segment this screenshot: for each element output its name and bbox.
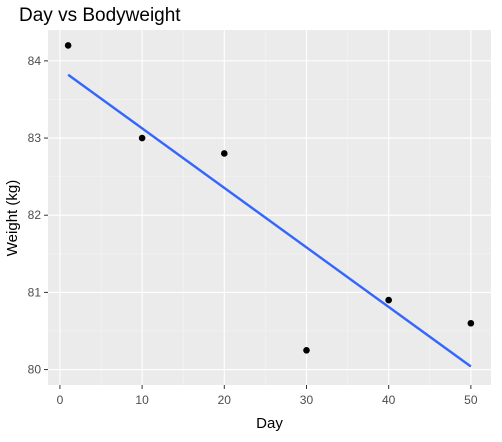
y-tick-label: 80 bbox=[28, 363, 42, 377]
chart-title: Day vs Bodyweight bbox=[19, 5, 181, 26]
data-point bbox=[64, 42, 72, 49]
x-tick-label: 30 bbox=[300, 393, 314, 407]
trend-layer bbox=[67, 73, 472, 368]
y-axis-title: Weight (kg) bbox=[4, 180, 21, 256]
y-axis: 80 81 82 83 84 bbox=[28, 54, 48, 377]
major-gridlines bbox=[48, 30, 491, 385]
x-tick-label: 10 bbox=[135, 393, 149, 407]
data-point bbox=[385, 296, 392, 304]
x-tick-label: 50 bbox=[464, 393, 478, 407]
y-tick-label: 83 bbox=[28, 131, 42, 145]
trend-line bbox=[67, 73, 472, 368]
y-tick-label: 82 bbox=[28, 208, 42, 222]
minor-gridlines bbox=[48, 30, 491, 385]
data-point bbox=[220, 150, 228, 157]
x-tick-label: 0 bbox=[57, 393, 64, 407]
y-tick-label: 84 bbox=[28, 54, 42, 68]
x-tick-label: 40 bbox=[382, 393, 396, 407]
x-tick-label: 20 bbox=[218, 393, 232, 407]
points-layer bbox=[64, 42, 475, 354]
data-point bbox=[467, 319, 475, 327]
data-point bbox=[303, 346, 310, 354]
x-axis-title: Day bbox=[256, 415, 283, 432]
y-tick-label: 81 bbox=[28, 285, 42, 299]
x-axis: 0 10 20 30 40 50 bbox=[57, 385, 478, 407]
data-point bbox=[138, 134, 146, 142]
plot-panel bbox=[48, 30, 491, 385]
